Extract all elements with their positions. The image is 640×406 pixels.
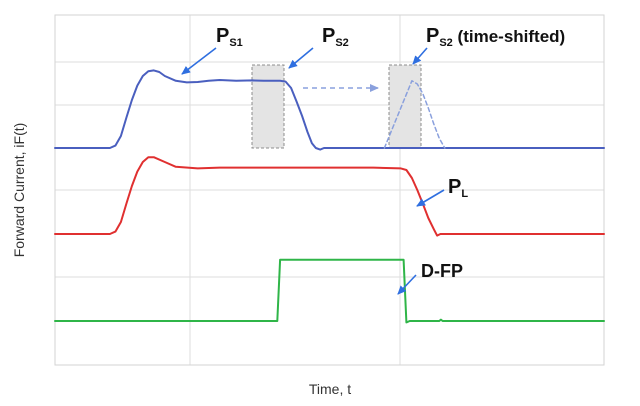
ps2-shade-box [251, 64, 285, 149]
ps2-pointer-arrow [288, 47, 314, 69]
dfp-pointer-arrow [397, 274, 417, 295]
series-pl-line [54, 156, 605, 237]
series-dfp-line [54, 258, 605, 324]
annotation-ps2-time-shifted: PS2 (time-shifted) [426, 25, 565, 49]
annotation-ps1: PS1 [216, 25, 243, 49]
plot-grid [55, 15, 604, 365]
plot-frame [54, 14, 605, 366]
annotation-pl: PL [448, 176, 468, 200]
series-ps1-ps2-line [54, 69, 605, 151]
annotation-ps2: PS2 [322, 25, 349, 49]
ps2-shifted-shade-box [388, 64, 422, 149]
series-ps2-time-shifted-line [383, 80, 446, 149]
ps1-pointer-arrow [181, 47, 217, 75]
pl-pointer-arrow [416, 189, 445, 207]
series-lines [54, 69, 605, 324]
x-axis-label: Time, t [309, 381, 351, 397]
annotation-dfp: D-FP [421, 261, 463, 281]
ps2-shifted-pointer-arrow [412, 47, 428, 65]
y-axis-label: Forward Current, iF(t) [11, 123, 27, 258]
